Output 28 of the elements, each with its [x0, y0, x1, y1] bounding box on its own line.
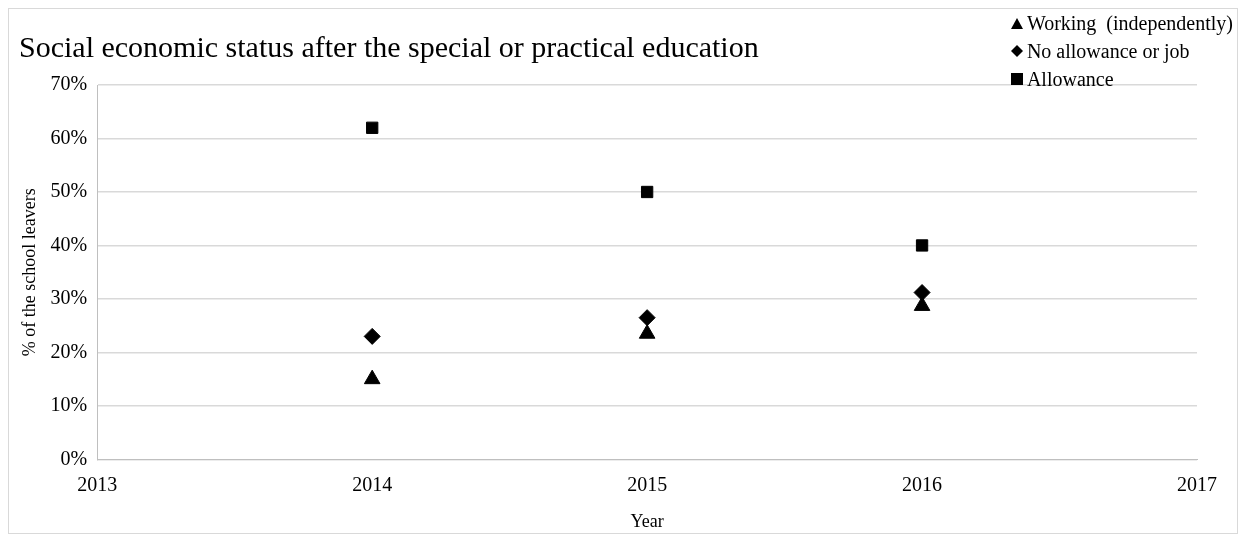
point — [913, 284, 931, 302]
point — [366, 121, 379, 134]
y-tick-label: 20% — [50, 339, 88, 362]
x-axis-title: Year — [630, 510, 664, 531]
legend-label: Working (independently) — [1026, 11, 1233, 35]
y-tick-label: 0% — [60, 446, 88, 469]
point — [363, 327, 381, 345]
y-tick-label: 40% — [50, 232, 88, 255]
y-tick-label: 70% — [50, 72, 88, 95]
point — [363, 369, 381, 385]
x-tick-label: 2014 — [352, 472, 393, 495]
y-tick-label: 10% — [50, 393, 88, 416]
point — [638, 324, 656, 339]
x-tick-label: 2016 — [902, 472, 943, 495]
point — [638, 309, 656, 327]
point — [915, 239, 929, 252]
y-axis-title: % of the school leavers — [18, 188, 39, 357]
x-tick-label: 2013 — [77, 472, 118, 495]
x-tick-label: 2015 — [627, 472, 668, 495]
legend-label: Allowance — [1026, 67, 1114, 91]
legend-label: No allowance or job — [1026, 39, 1190, 63]
x-tick-label: 2017 — [1177, 472, 1217, 495]
y-tick-label: 50% — [50, 179, 88, 202]
y-tick-label: 30% — [50, 286, 88, 309]
chart-title: Social economic status after the special or practical education — [19, 29, 759, 63]
y-tick-label: 60% — [50, 125, 88, 148]
point — [640, 185, 654, 199]
point — [913, 296, 931, 311]
